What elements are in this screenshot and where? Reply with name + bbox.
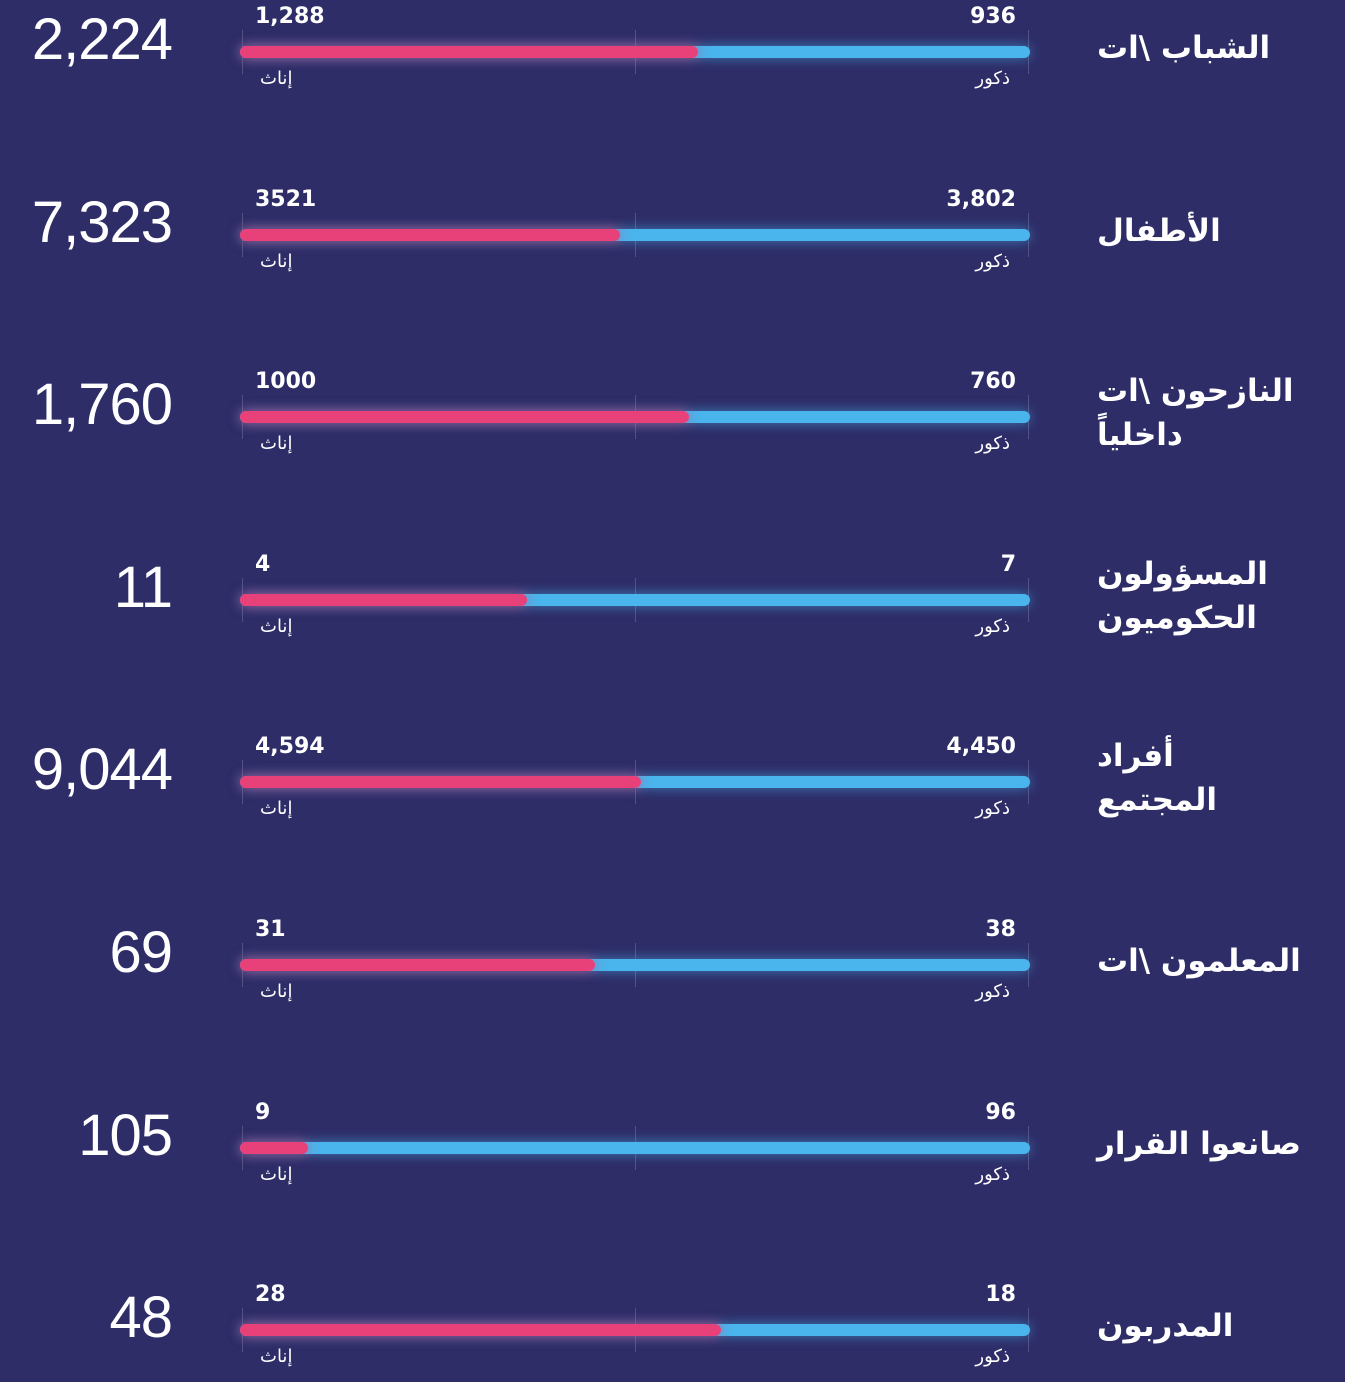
total-label: 1,760 xyxy=(31,372,173,438)
legend-label: ذكور xyxy=(975,798,1010,820)
category-label: الشباب \ات xyxy=(1097,30,1271,66)
bar-segment xyxy=(240,411,689,424)
legend-label: ذكور xyxy=(975,615,1010,637)
value-label: 936 xyxy=(970,4,1016,29)
value-label: 7 xyxy=(1000,551,1016,577)
category-label: النازحون \ات داخلياً xyxy=(1097,373,1294,454)
value-label: 4,450 xyxy=(946,734,1016,760)
legend-label: إناث xyxy=(260,1346,293,1368)
legend-label: ذكور xyxy=(975,981,1010,1002)
value-label: 4,594 xyxy=(255,734,325,760)
value-label: 31 xyxy=(255,917,286,942)
legend-label: إناث xyxy=(260,798,293,820)
legend-label: إناث xyxy=(260,250,293,272)
legend-label: إناث xyxy=(260,981,293,1002)
total-label: 48 xyxy=(109,1285,173,1351)
bar-segment xyxy=(240,1141,1030,1154)
bar-segment xyxy=(240,1324,721,1337)
total-label: 9,044 xyxy=(31,737,173,803)
legend-label: ذكور xyxy=(975,68,1010,89)
total-label: 105 xyxy=(78,1102,173,1168)
value-label: 96 xyxy=(985,1099,1016,1125)
category-label: المسؤولون الحكوميون xyxy=(1097,555,1268,636)
value-label: 28 xyxy=(255,1282,286,1308)
bar-segment xyxy=(240,959,595,971)
value-label: 1,288 xyxy=(255,4,325,29)
bar-segment xyxy=(240,228,620,241)
value-label: 9 xyxy=(255,1099,271,1125)
value-label: 18 xyxy=(985,1282,1016,1308)
category-label: الأطفال xyxy=(1097,212,1221,249)
legend-label: ذكور xyxy=(975,1163,1010,1185)
legend-label: ذكور xyxy=(975,250,1010,272)
value-label: 1000 xyxy=(255,369,317,395)
legend-label: إناث xyxy=(260,433,293,455)
bar-segment xyxy=(240,46,698,58)
legend-label: إناث xyxy=(260,615,293,637)
legend-label: إناث xyxy=(260,1163,293,1185)
category-label: أفراد المجتمع xyxy=(1097,738,1218,819)
category-label: صانعوا القرار xyxy=(1097,1125,1301,1162)
legend-label: ذكور xyxy=(975,433,1010,455)
value-label: 3521 xyxy=(255,186,317,212)
legend-label: إناث xyxy=(260,68,293,89)
legend-label: ذكور xyxy=(975,1346,1010,1368)
bar-segment xyxy=(240,1141,308,1154)
category-label: المدربون xyxy=(1097,1308,1234,1345)
value-label: 3,802 xyxy=(946,186,1016,212)
bar-segment xyxy=(240,776,642,789)
total-label: 7,323 xyxy=(31,189,173,255)
value-label: 38 xyxy=(985,917,1016,942)
bar-segment xyxy=(240,593,528,606)
value-label: 4 xyxy=(255,551,271,577)
value-label: 760 xyxy=(970,369,1016,395)
total-label: 11 xyxy=(113,554,173,620)
total-label: 2,224 xyxy=(31,7,173,72)
category-label: المعلمون \ات xyxy=(1097,943,1301,979)
total-label: 69 xyxy=(109,920,173,985)
